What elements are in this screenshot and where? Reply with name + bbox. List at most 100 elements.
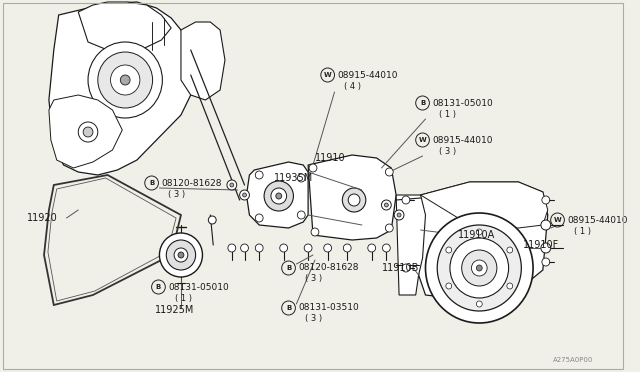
Circle shape bbox=[174, 248, 188, 262]
Text: W: W bbox=[324, 72, 332, 78]
Circle shape bbox=[385, 203, 388, 207]
Text: A275A0P00: A275A0P00 bbox=[553, 357, 593, 363]
Text: 11910B: 11910B bbox=[381, 263, 419, 273]
Circle shape bbox=[507, 283, 513, 289]
Circle shape bbox=[209, 216, 216, 224]
Circle shape bbox=[111, 65, 140, 95]
Text: B: B bbox=[420, 100, 425, 106]
Circle shape bbox=[397, 213, 401, 217]
Circle shape bbox=[309, 164, 317, 172]
Circle shape bbox=[98, 52, 152, 108]
Circle shape bbox=[159, 233, 202, 277]
Circle shape bbox=[255, 214, 263, 222]
Circle shape bbox=[228, 244, 236, 252]
Text: 11925M: 11925M bbox=[154, 305, 194, 315]
Circle shape bbox=[541, 220, 550, 230]
Circle shape bbox=[276, 193, 282, 199]
Text: B: B bbox=[286, 265, 291, 271]
Circle shape bbox=[385, 224, 393, 232]
Circle shape bbox=[166, 240, 196, 270]
Circle shape bbox=[255, 244, 263, 252]
Circle shape bbox=[83, 127, 93, 137]
Circle shape bbox=[507, 247, 513, 253]
Polygon shape bbox=[49, 95, 122, 168]
Circle shape bbox=[450, 238, 509, 298]
Circle shape bbox=[426, 213, 533, 323]
Circle shape bbox=[476, 301, 482, 307]
Circle shape bbox=[446, 283, 452, 289]
Circle shape bbox=[402, 196, 410, 204]
Circle shape bbox=[394, 210, 404, 220]
Circle shape bbox=[230, 183, 234, 187]
Circle shape bbox=[324, 244, 332, 252]
Circle shape bbox=[402, 264, 410, 272]
Text: 11910A: 11910A bbox=[458, 230, 495, 240]
Text: 08120-81628: 08120-81628 bbox=[161, 179, 222, 187]
Text: 08915-44010: 08915-44010 bbox=[433, 135, 493, 144]
Text: 08131-03510: 08131-03510 bbox=[298, 304, 359, 312]
Circle shape bbox=[280, 244, 287, 252]
Circle shape bbox=[472, 260, 487, 276]
Circle shape bbox=[311, 228, 319, 236]
Text: 08131-05010: 08131-05010 bbox=[168, 282, 229, 292]
Circle shape bbox=[542, 258, 550, 266]
Polygon shape bbox=[396, 195, 426, 295]
Circle shape bbox=[437, 225, 522, 311]
Circle shape bbox=[120, 75, 130, 85]
Circle shape bbox=[255, 171, 263, 179]
Polygon shape bbox=[420, 182, 548, 228]
Text: ( 1 ): ( 1 ) bbox=[574, 227, 591, 235]
Circle shape bbox=[348, 194, 360, 206]
Circle shape bbox=[385, 168, 393, 176]
Text: 08120-81628: 08120-81628 bbox=[298, 263, 359, 273]
Text: 08131-05010: 08131-05010 bbox=[433, 99, 493, 108]
Circle shape bbox=[476, 265, 482, 271]
Text: ( 3 ): ( 3 ) bbox=[168, 189, 186, 199]
Text: W: W bbox=[554, 217, 561, 223]
Polygon shape bbox=[416, 182, 548, 300]
Text: 11910: 11910 bbox=[315, 153, 346, 163]
Circle shape bbox=[227, 180, 237, 190]
Text: ( 1 ): ( 1 ) bbox=[175, 294, 192, 302]
Text: B: B bbox=[156, 284, 161, 290]
Text: ( 1 ): ( 1 ) bbox=[439, 109, 456, 119]
Text: 08915-44010: 08915-44010 bbox=[337, 71, 398, 80]
Text: 11935M: 11935M bbox=[274, 173, 313, 183]
Circle shape bbox=[264, 181, 293, 211]
Circle shape bbox=[88, 42, 163, 118]
Polygon shape bbox=[246, 162, 308, 228]
Text: ( 3 ): ( 3 ) bbox=[439, 147, 456, 155]
Circle shape bbox=[243, 193, 246, 197]
Circle shape bbox=[542, 196, 550, 204]
Circle shape bbox=[241, 244, 248, 252]
Circle shape bbox=[298, 211, 305, 219]
Polygon shape bbox=[49, 2, 196, 175]
Text: ( 3 ): ( 3 ) bbox=[305, 314, 323, 324]
Circle shape bbox=[446, 247, 452, 253]
Circle shape bbox=[343, 244, 351, 252]
Circle shape bbox=[461, 250, 497, 286]
Circle shape bbox=[342, 188, 366, 212]
Circle shape bbox=[298, 174, 305, 182]
Text: 11910F: 11910F bbox=[524, 240, 559, 250]
Text: W: W bbox=[419, 137, 426, 143]
Circle shape bbox=[78, 122, 98, 142]
Polygon shape bbox=[308, 155, 396, 240]
Circle shape bbox=[381, 200, 391, 210]
Text: B: B bbox=[149, 180, 154, 186]
Circle shape bbox=[541, 243, 550, 253]
Circle shape bbox=[271, 188, 287, 204]
Circle shape bbox=[383, 244, 390, 252]
Text: 08915-44010: 08915-44010 bbox=[567, 215, 628, 224]
Polygon shape bbox=[181, 22, 225, 100]
Circle shape bbox=[178, 252, 184, 258]
Circle shape bbox=[368, 244, 376, 252]
Text: B: B bbox=[286, 305, 291, 311]
Text: ( 3 ): ( 3 ) bbox=[305, 275, 323, 283]
Circle shape bbox=[304, 244, 312, 252]
Text: ( 4 ): ( 4 ) bbox=[344, 81, 362, 90]
Circle shape bbox=[239, 190, 250, 200]
Circle shape bbox=[476, 229, 482, 235]
Polygon shape bbox=[78, 2, 171, 52]
Text: 11920: 11920 bbox=[28, 213, 58, 223]
